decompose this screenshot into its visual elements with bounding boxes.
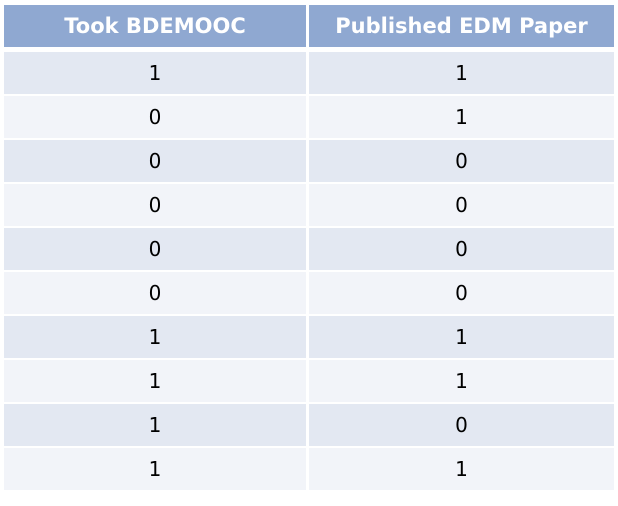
table-row: 0 0 — [4, 227, 614, 271]
table-row: 1 1 — [4, 315, 614, 359]
column-header-published-edm-paper: Published EDM Paper — [306, 5, 614, 51]
cell-took-bdemooc: 0 — [4, 227, 306, 271]
table-row: 0 0 — [4, 271, 614, 315]
column-header-took-bdemooc: Took BDEMOOC — [4, 5, 306, 51]
cell-published-edm-paper: 1 — [306, 359, 614, 403]
cell-took-bdemooc: 1 — [4, 447, 306, 491]
cell-took-bdemooc: 1 — [4, 315, 306, 359]
cell-published-edm-paper: 0 — [306, 403, 614, 447]
cell-took-bdemooc: 0 — [4, 271, 306, 315]
cell-took-bdemooc: 0 — [4, 139, 306, 183]
table-row: 1 1 — [4, 447, 614, 491]
data-table-container: Took BDEMOOC Published EDM Paper 1 1 0 1… — [4, 5, 614, 491]
cell-published-edm-paper: 1 — [306, 95, 614, 139]
cell-took-bdemooc: 1 — [4, 51, 306, 95]
cell-took-bdemooc: 1 — [4, 359, 306, 403]
cell-published-edm-paper: 0 — [306, 271, 614, 315]
table-row: 1 1 — [4, 359, 614, 403]
cell-published-edm-paper: 0 — [306, 227, 614, 271]
cell-took-bdemooc: 0 — [4, 183, 306, 227]
cell-published-edm-paper: 1 — [306, 51, 614, 95]
cell-published-edm-paper: 1 — [306, 315, 614, 359]
table-row: 1 0 — [4, 403, 614, 447]
cell-took-bdemooc: 1 — [4, 403, 306, 447]
data-table: Took BDEMOOC Published EDM Paper 1 1 0 1… — [4, 5, 614, 491]
cell-published-edm-paper: 0 — [306, 139, 614, 183]
cell-took-bdemooc: 0 — [4, 95, 306, 139]
cell-published-edm-paper: 1 — [306, 447, 614, 491]
cell-published-edm-paper: 0 — [306, 183, 614, 227]
table-row: 0 0 — [4, 139, 614, 183]
table-row: 0 0 — [4, 183, 614, 227]
table-row: 0 1 — [4, 95, 614, 139]
table-row: 1 1 — [4, 51, 614, 95]
table-header-row: Took BDEMOOC Published EDM Paper — [4, 5, 614, 51]
